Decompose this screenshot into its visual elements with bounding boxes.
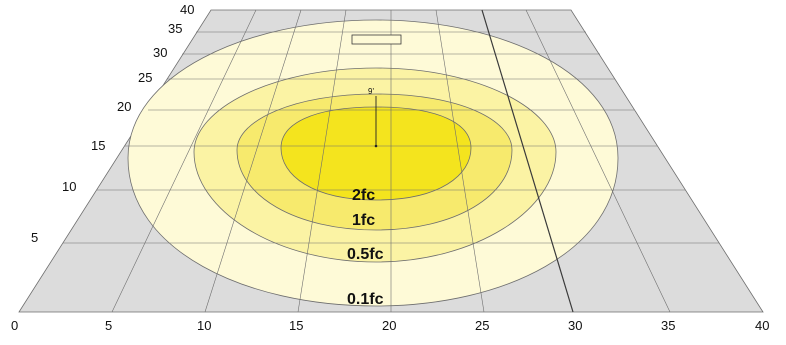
- contour-label-2fc: 2fc: [352, 187, 375, 204]
- x-tick-label: 15: [289, 318, 303, 333]
- x-tick-label: 25: [475, 318, 489, 333]
- contour-label-1fc: 1fc: [352, 212, 375, 229]
- y-axis: 5 10 15 20 25 30 35 40: [31, 2, 194, 245]
- edge-line-30: [481, 9, 574, 313]
- y-tick-label: 35: [168, 21, 182, 36]
- y-tick-label: 20: [117, 99, 131, 114]
- contour-2fc: [280, 106, 472, 201]
- x-tick-label: 35: [661, 318, 675, 333]
- y-tick-label: 30: [153, 45, 167, 60]
- y-tick-label: 5: [31, 230, 38, 245]
- y-tick-label: 15: [91, 138, 105, 153]
- mounting-height-label: 9': [368, 87, 374, 96]
- x-tick-label: 0: [11, 318, 18, 333]
- contour-label-0-5fc: 0.5fc: [347, 246, 384, 263]
- x-tick-label: 5: [105, 318, 112, 333]
- x-axis: 0 5 10 15 20 25 30 35 40: [11, 318, 769, 333]
- floor-grid: [63, 9, 719, 313]
- y-tick-label: 40: [180, 2, 194, 17]
- y-tick-label: 10: [62, 179, 76, 194]
- y-tick-label: 25: [138, 70, 152, 85]
- x-tick-label: 30: [568, 318, 582, 333]
- fixture-rectangle: [351, 34, 402, 45]
- x-tick-label: 40: [755, 318, 769, 333]
- x-tick-label: 10: [197, 318, 211, 333]
- fixture-center-point: [374, 144, 378, 148]
- contour-label-0-1fc: 0.1fc: [347, 291, 384, 308]
- x-tick-label: 20: [382, 318, 396, 333]
